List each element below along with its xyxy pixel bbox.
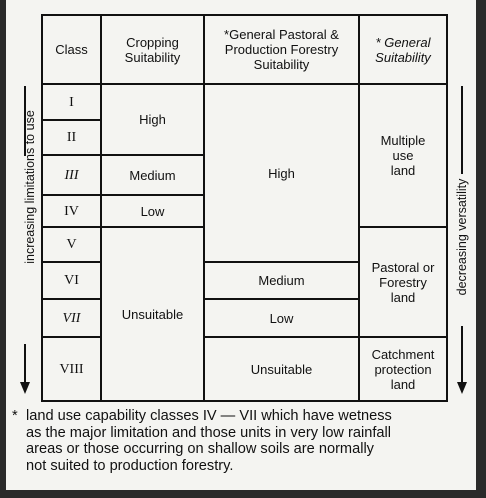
- col-sep-1: [100, 14, 102, 402]
- col-sep-2: [203, 14, 205, 402]
- scan-border-bottom: [0, 490, 486, 498]
- header-general-suitability: * General Suitability: [375, 34, 431, 65]
- scan-border-right: [476, 0, 486, 498]
- class-row-line: [41, 336, 102, 338]
- footnote-text: land use capability classes IV — VII whi…: [26, 408, 392, 474]
- right-arrow-shaft: [461, 86, 463, 174]
- class-iv: IV: [64, 203, 79, 219]
- table-left-border: [41, 14, 43, 402]
- left-arrow-shaft-lower: [24, 344, 26, 384]
- class-row-line: [41, 298, 102, 300]
- class-row-line: [41, 154, 102, 156]
- table-top-border: [41, 14, 448, 16]
- general-pastoral-forestry-land: Pastoral or Forestry land: [371, 259, 435, 305]
- pastoral-low: Low: [269, 310, 294, 326]
- left-arrow-shaft: [24, 86, 26, 156]
- header-pastoral-forestry-suitability: *General Pastoral & Production Forestry …: [224, 27, 339, 72]
- class-row-line: [41, 226, 102, 228]
- right-arrow-shaft-lower: [461, 326, 463, 384]
- class-row-line: [41, 194, 102, 196]
- cropping-row-line: [100, 194, 205, 196]
- col-sep-3: [358, 14, 360, 402]
- general-catchment-protection-land: Catchment protection land: [371, 346, 435, 392]
- table-right-border: [446, 14, 448, 402]
- class-ii: II: [66, 130, 77, 145]
- class-vi: VI: [64, 273, 79, 288]
- pastoral-unsuitable: Unsuitable: [250, 361, 313, 377]
- class-v: V: [66, 237, 77, 252]
- class-row-line: [41, 261, 102, 263]
- footnote-marker: *: [12, 408, 18, 424]
- footnote: * land use capability classes IV — VII w…: [12, 408, 472, 474]
- table-bottom-border: [41, 400, 448, 402]
- header-cropping-suitability: Cropping Suitability: [124, 34, 181, 65]
- cropping-low: Low: [140, 203, 165, 219]
- header-bottom-border: [41, 83, 448, 85]
- cropping-row-line: [100, 226, 205, 228]
- general-multiple-use-land: Multiple use land: [380, 133, 426, 178]
- land-capability-table: Class Cropping Suitability *General Past…: [41, 14, 476, 402]
- pastoral-high: High: [268, 165, 295, 181]
- pastoral-row-line: [203, 261, 360, 263]
- general-row-line: [358, 226, 448, 228]
- class-viii: VIII: [59, 361, 84, 377]
- pastoral-row-line: [203, 298, 360, 300]
- class-i: I: [69, 94, 74, 110]
- left-arrow-head: [20, 382, 30, 394]
- cropping-unsuitable: Unsuitable: [121, 306, 184, 322]
- general-row-line: [358, 336, 448, 338]
- scan-border-left: [0, 0, 6, 498]
- pastoral-medium: Medium: [258, 273, 305, 288]
- class-row-line: [41, 119, 102, 121]
- class-vii: VII: [62, 310, 81, 326]
- pastoral-row-line: [203, 336, 360, 338]
- class-iii: III: [64, 167, 79, 183]
- header-class: Class: [55, 42, 88, 57]
- right-arrow-head: [457, 382, 467, 394]
- cropping-row-line: [100, 154, 205, 156]
- cropping-high: High: [139, 112, 166, 127]
- cropping-medium: Medium: [129, 167, 176, 183]
